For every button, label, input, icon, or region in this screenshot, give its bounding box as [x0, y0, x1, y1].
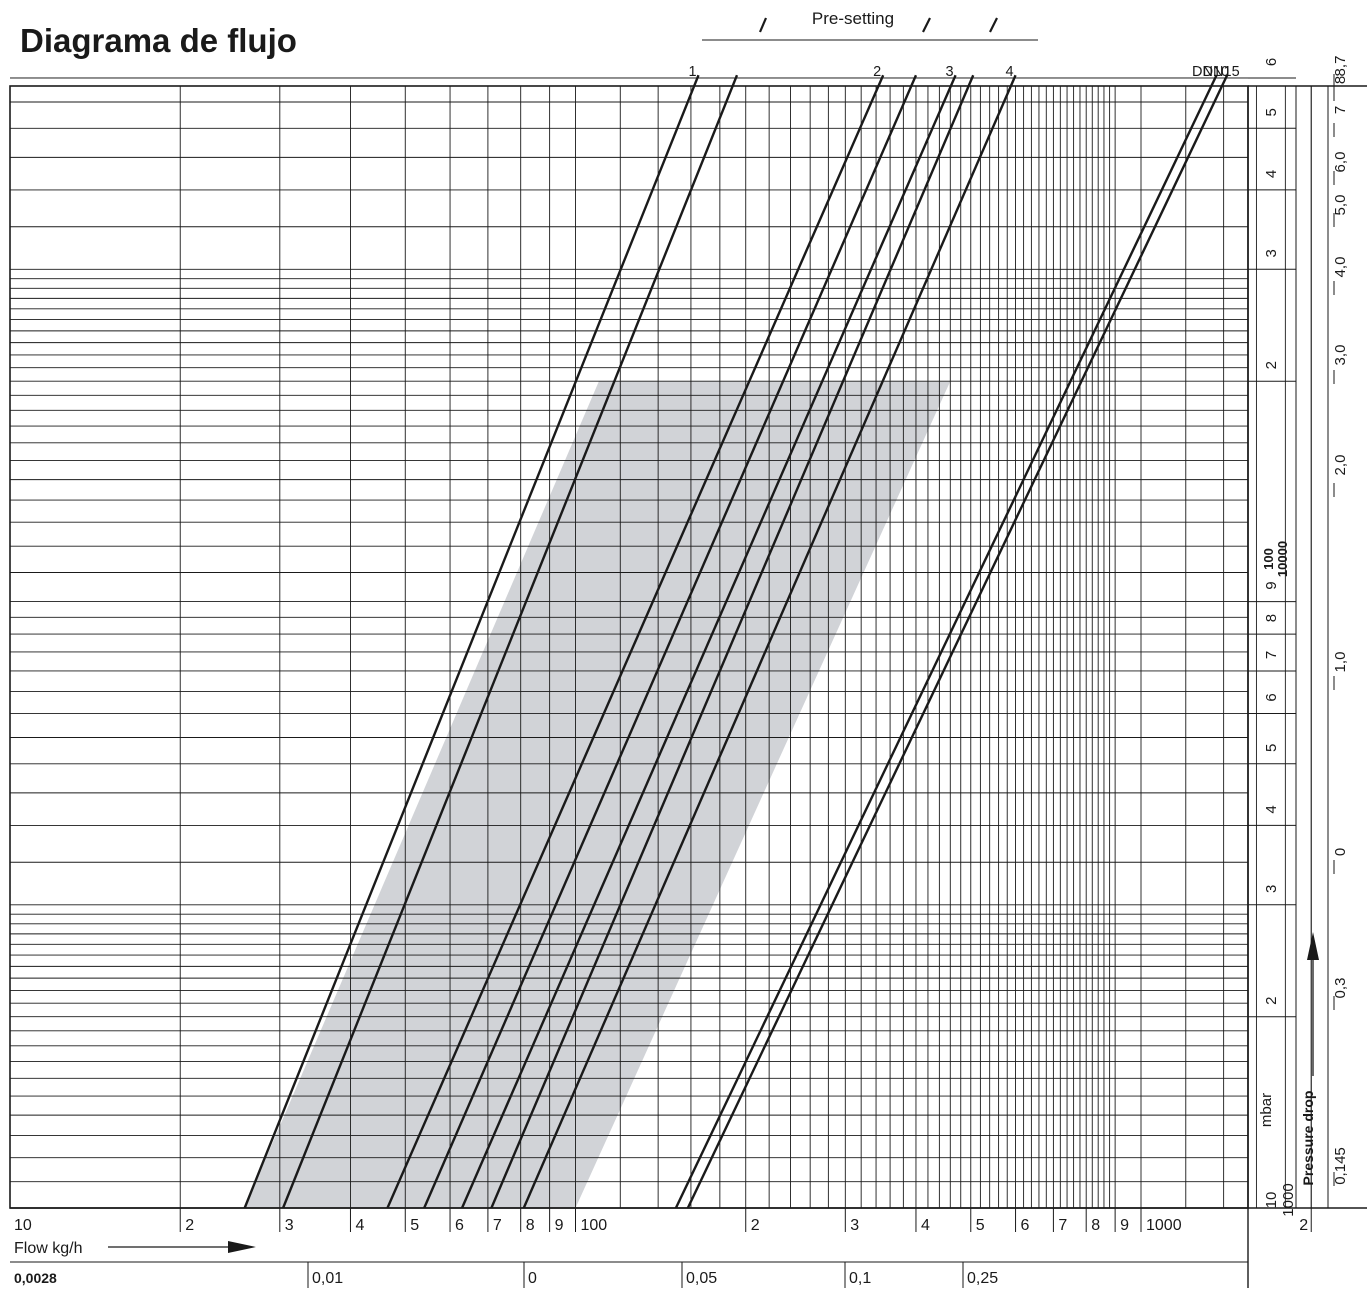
y-tick-label: 3	[1263, 885, 1280, 893]
x-tick-label: 3	[850, 1217, 859, 1234]
x-tick-label: 4	[921, 1217, 930, 1234]
y-axis-label: Pressure drop	[1300, 1091, 1316, 1186]
kv-tick-label: 0,01	[312, 1270, 343, 1287]
series-label: 3	[946, 64, 954, 80]
secondary-tick-label: 1,0	[1332, 652, 1349, 673]
x-tick-label: 3	[285, 1217, 294, 1234]
x-tick-label: 5	[410, 1217, 419, 1234]
x-tick-label: 8	[526, 1217, 535, 1234]
y-tick-label: 6	[1263, 693, 1280, 701]
secondary-tick-label: 8,7	[1332, 56, 1349, 77]
secondary-tick-label: 3,0	[1332, 345, 1349, 366]
x-tick-label: 1000	[1146, 1217, 1182, 1234]
secondary-tick-label: 0,3	[1332, 978, 1349, 999]
kv-tick-label: 0,25	[967, 1270, 998, 1287]
x-tick-label: 6	[455, 1217, 464, 1234]
y-tick-label: 8	[1263, 614, 1280, 622]
x-tick-label: 2	[1299, 1217, 1308, 1234]
series-line	[386, 74, 885, 1209]
series-line	[674, 74, 1218, 1209]
series-label: DN10	[1192, 64, 1229, 80]
x-tick-label: 4	[355, 1217, 364, 1234]
kv-tick-label: 0	[528, 1270, 537, 1287]
secondary-tick-label: 6,0	[1332, 152, 1349, 173]
x-tick-label: 7	[1058, 1217, 1067, 1234]
series-label: DN15	[1203, 64, 1240, 80]
y-tick-label: 3	[1263, 249, 1280, 257]
y-axis-arrow-head	[1307, 932, 1319, 960]
x-axis-arrow-head	[228, 1241, 256, 1253]
y-tick-label: 2	[1263, 361, 1280, 369]
x-tick-label: 9	[1120, 1217, 1129, 1234]
y-block-label: 1000	[1280, 1183, 1297, 1216]
x-axis-label: Flow kg/h	[14, 1240, 82, 1257]
x-tick-label: 6	[1021, 1217, 1030, 1234]
x-tick-label: 100	[581, 1217, 608, 1234]
y-tick-label: 5	[1263, 108, 1280, 116]
series-label: 4	[1006, 64, 1014, 80]
x-tick-label: 2	[185, 1217, 194, 1234]
x-tick-label: 10	[14, 1217, 32, 1234]
y-unit-label: mbar	[1258, 1093, 1275, 1127]
secondary-tick-label: 0,145	[1332, 1147, 1349, 1185]
y-tick-label: 4	[1263, 170, 1280, 178]
y-tick-label: 10	[1263, 1192, 1280, 1209]
chart-title: Diagrama de flujo	[20, 22, 297, 59]
y-tick-label: 7	[1263, 651, 1280, 659]
series-line	[522, 74, 1017, 1209]
secondary-tick-label: 5,0	[1332, 195, 1349, 216]
x-tick-label: 8	[1091, 1217, 1100, 1234]
kv-tick-label: 0,1	[849, 1270, 871, 1287]
y-block-label: 10000	[1275, 541, 1290, 577]
kv-tick-label: 0,05	[686, 1270, 717, 1287]
x-tick-label: 2	[751, 1217, 760, 1234]
series-line	[460, 74, 957, 1209]
secondary-tick-label: 0	[1332, 848, 1349, 856]
y-tick-label: 2	[1263, 997, 1280, 1005]
presetting-mark	[758, 17, 768, 33]
x-tick-label: 5	[976, 1217, 985, 1234]
secondary-tick-label: 4,0	[1332, 257, 1349, 278]
presetting-mark	[922, 17, 931, 33]
secondary-tick-label: 7	[1332, 106, 1349, 114]
y-tick-label: 6	[1263, 58, 1280, 66]
series-line	[686, 74, 1229, 1209]
presetting-label: Pre-setting	[812, 9, 894, 28]
y-tick-label: 9	[1263, 581, 1280, 589]
y-block-label: 100	[1261, 548, 1276, 570]
secondary-tick-label: 8	[1332, 76, 1349, 84]
series-label: 1	[688, 64, 696, 80]
y-tick-label: 5	[1263, 744, 1280, 752]
x-tick-label: 9	[555, 1217, 564, 1234]
presetting-mark	[989, 17, 998, 33]
series-line	[281, 74, 739, 1209]
series-line	[423, 74, 918, 1209]
shaded-region	[244, 381, 951, 1208]
y-tick-label: 4	[1263, 805, 1280, 813]
x-tick-label: 7	[493, 1217, 502, 1234]
series-label: 2	[873, 64, 881, 80]
series-line	[243, 74, 700, 1209]
series-line	[490, 74, 975, 1209]
secondary-tick-label: 2,0	[1332, 455, 1349, 476]
kv-tick-label: 0,0028	[14, 1270, 57, 1286]
